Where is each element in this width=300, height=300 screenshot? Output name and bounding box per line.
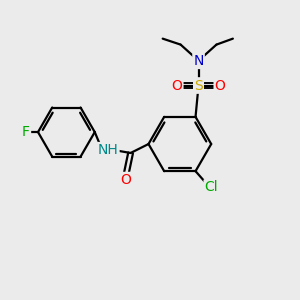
Text: S: S: [194, 79, 203, 92]
Text: O: O: [121, 173, 131, 187]
Text: O: O: [172, 79, 182, 92]
Text: Cl: Cl: [205, 180, 218, 194]
Text: F: F: [22, 125, 30, 139]
Text: S: S: [194, 79, 203, 92]
Text: N: N: [193, 54, 204, 68]
Text: NH: NH: [98, 143, 118, 157]
Text: O: O: [214, 79, 226, 92]
